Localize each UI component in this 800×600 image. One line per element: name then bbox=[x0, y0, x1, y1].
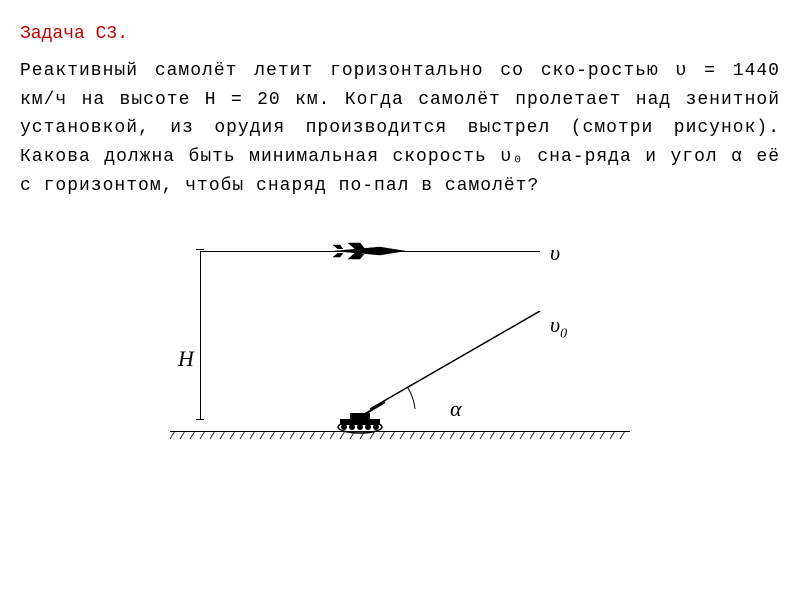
height-tick-bottom bbox=[196, 419, 204, 420]
height-line bbox=[200, 251, 201, 419]
velocity-plane-label: υ bbox=[550, 235, 560, 270]
angle-label: α bbox=[450, 391, 462, 426]
velocity-projectile-label: υ0 bbox=[550, 307, 567, 346]
problem-text: Реактивный самолёт летит горизонтально с… bbox=[20, 57, 780, 201]
airplane-icon bbox=[330, 241, 410, 272]
problem-title: Задача С3. bbox=[20, 20, 780, 49]
height-label: H bbox=[178, 341, 194, 376]
ground-hatching bbox=[170, 431, 630, 439]
physics-diagram: υ H υ0 α bbox=[150, 231, 650, 451]
height-tick-top bbox=[196, 249, 204, 250]
